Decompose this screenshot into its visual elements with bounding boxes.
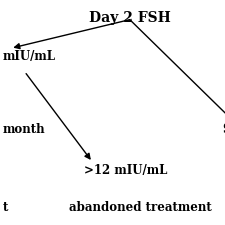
Text: mIU/mL: mIU/mL [2,50,55,63]
Text: Day 2 FSH: Day 2 FSH [89,11,171,25]
Text: S: S [223,123,225,136]
Text: >12 mIU/mL: >12 mIU/mL [84,164,168,177]
Text: abandoned treatment: abandoned treatment [69,201,212,214]
Text: month: month [2,123,45,136]
Text: t: t [2,201,8,214]
